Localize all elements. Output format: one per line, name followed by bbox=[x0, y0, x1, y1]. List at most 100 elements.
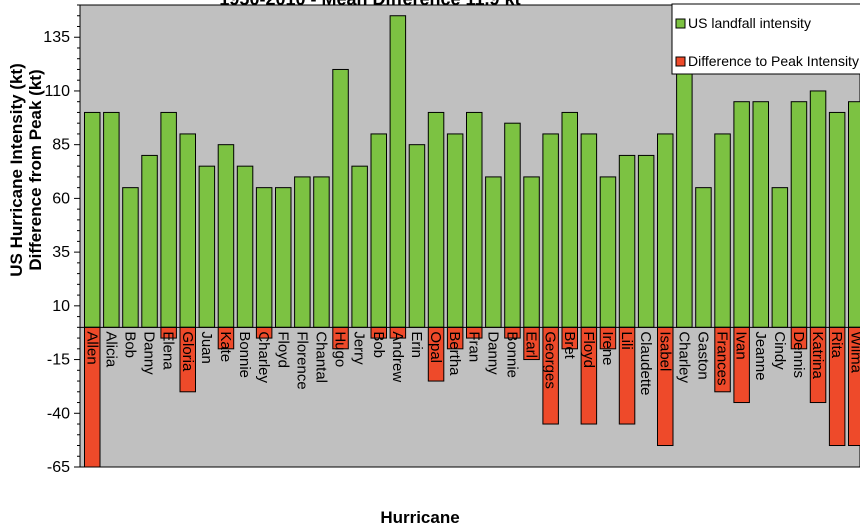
y-tick-label: 35 bbox=[52, 244, 70, 261]
legend-label-landfall: US landfall intensity bbox=[688, 15, 811, 31]
x-category-label: Georges bbox=[542, 331, 559, 389]
bar-landfall-intensity bbox=[790, 101, 808, 328]
y-tick-label: -65 bbox=[47, 459, 70, 476]
bar-landfall-intensity bbox=[599, 176, 617, 328]
x-category-label: Gloria bbox=[179, 331, 196, 372]
bar-landfall-intensity bbox=[408, 144, 426, 328]
x-category-label: Alicia bbox=[102, 331, 119, 368]
bar-landfall-intensity bbox=[542, 133, 559, 328]
bar-landfall-intensity bbox=[179, 133, 196, 328]
x-category-label: Bonnie bbox=[503, 331, 520, 378]
x-category-label: Danny bbox=[141, 331, 158, 375]
y-axis-title-line2: Difference from Peak (kt) bbox=[26, 69, 45, 270]
legend-box bbox=[671, 3, 860, 75]
chart-title: 1950-2010 - Mean Difference 11.9 kt bbox=[219, 0, 520, 9]
y-tick-label: -40 bbox=[47, 405, 70, 422]
x-category-label: Bob bbox=[370, 331, 387, 358]
y-tick-label: 135 bbox=[43, 29, 70, 46]
x-category-label: Ivan bbox=[733, 331, 750, 359]
x-category-label: Lili bbox=[618, 331, 635, 349]
bar-landfall-intensity bbox=[370, 133, 387, 328]
bar-landfall-intensity bbox=[637, 154, 655, 328]
x-category-label: Jerry bbox=[351, 331, 368, 365]
y-tick-label: 110 bbox=[44, 83, 70, 100]
y-tick-label: 85 bbox=[52, 137, 70, 154]
x-category-label: Allen bbox=[83, 331, 100, 364]
x-category-label: Danny bbox=[484, 331, 501, 375]
bar-landfall-intensity bbox=[828, 111, 846, 328]
x-category-label: Irene bbox=[599, 331, 616, 365]
bar-landfall-intensity bbox=[122, 187, 139, 328]
x-axis-title: Hurricane bbox=[380, 508, 459, 527]
bar-landfall-intensity bbox=[294, 176, 311, 328]
legend: US landfall intensity Difference to Peak… bbox=[671, 3, 860, 75]
bar-landfall-intensity bbox=[313, 176, 330, 328]
x-category-label: Katrina bbox=[809, 331, 826, 379]
bar-landfall-intensity bbox=[141, 154, 158, 328]
bar-landfall-intensity bbox=[580, 133, 598, 328]
x-category-label: Bonnie bbox=[236, 331, 253, 378]
bar-landfall-intensity bbox=[752, 101, 769, 328]
x-category-label: Floyd bbox=[580, 331, 597, 368]
x-category-label: Claudette bbox=[637, 331, 654, 395]
x-category-label: Dennis bbox=[790, 331, 807, 378]
y-axis-title-line1: US Hurricane Intensity (kt) bbox=[7, 63, 26, 277]
legend-label-difference: Difference to Peak Intensity bbox=[688, 53, 859, 69]
bar-landfall-intensity bbox=[657, 133, 674, 328]
bar-landfall-intensity bbox=[332, 68, 349, 328]
x-category-label: Elena bbox=[160, 331, 177, 370]
category-labels-group: Allen Alicia Bob Danny Elena Gloria Juan Kate Bo… bbox=[83, 331, 860, 395]
bar-landfall-intensity bbox=[561, 111, 578, 328]
bar-landfall-intensity bbox=[618, 154, 636, 328]
bar-landfall-intensity bbox=[676, 47, 693, 328]
legend-swatch-landfall bbox=[675, 18, 686, 29]
bar-landfall-intensity bbox=[84, 111, 101, 328]
x-category-label: Fran bbox=[465, 331, 482, 362]
x-category-label: Bob bbox=[121, 331, 138, 358]
bar-landfall-intensity bbox=[427, 111, 445, 328]
bar-landfall-intensity bbox=[523, 176, 540, 328]
bar-landfall-intensity bbox=[714, 133, 731, 328]
bar-landfall-intensity bbox=[255, 187, 273, 328]
bar-landfall-intensity bbox=[236, 165, 254, 328]
x-category-label: Erin bbox=[408, 331, 425, 358]
x-category-label: Juan bbox=[198, 331, 215, 364]
bar-landfall-intensity bbox=[733, 101, 750, 328]
bar-landfall-intensity bbox=[103, 111, 120, 328]
y-tick-label: -15 bbox=[47, 352, 70, 369]
bar-landfall-intensity bbox=[275, 187, 292, 328]
bar-landfall-intensity bbox=[485, 176, 502, 328]
x-category-label: Cindy bbox=[771, 331, 788, 370]
x-category-label: Earl bbox=[523, 331, 540, 358]
x-category-label: Chantal bbox=[312, 331, 329, 383]
y-tick-label: 60 bbox=[52, 190, 70, 207]
bar-landfall-intensity bbox=[446, 133, 464, 328]
x-category-label: Frances bbox=[714, 331, 731, 385]
bar-landfall-intensity bbox=[351, 165, 368, 328]
x-category-label: Hugo bbox=[332, 331, 349, 367]
bar-landfall-intensity bbox=[848, 101, 860, 328]
x-category-label: Andrew bbox=[389, 331, 406, 382]
x-category-label: Isabel bbox=[656, 331, 673, 371]
x-category-label: Jeanne bbox=[752, 331, 769, 380]
x-category-label: Florence bbox=[293, 331, 310, 389]
bar-landfall-intensity bbox=[771, 187, 789, 328]
x-category-label: Charley bbox=[255, 331, 272, 383]
bar-landfall-intensity bbox=[217, 144, 235, 328]
x-category-label: Floyd bbox=[274, 331, 291, 368]
bar-landfall-intensity bbox=[160, 111, 177, 328]
x-category-label: Bret bbox=[561, 331, 578, 359]
y-axis: -65 -40 -15 10 35 60 85 110 135 bbox=[43, 4, 80, 476]
bars-group bbox=[80, 15, 860, 467]
bar-landfall-intensity bbox=[504, 122, 521, 328]
bar-landfall-intensity bbox=[466, 111, 483, 328]
x-category-label: Wilma bbox=[847, 331, 860, 373]
x-category-label: Gaston bbox=[694, 331, 711, 379]
y-tick-label: 10 bbox=[52, 298, 70, 315]
x-category-label: Opal bbox=[427, 331, 444, 363]
x-category-label: Bertha bbox=[446, 331, 463, 376]
x-category-label: Charley bbox=[675, 331, 692, 383]
legend-swatch-difference bbox=[675, 56, 686, 67]
x-category-label: Kate bbox=[217, 331, 234, 362]
